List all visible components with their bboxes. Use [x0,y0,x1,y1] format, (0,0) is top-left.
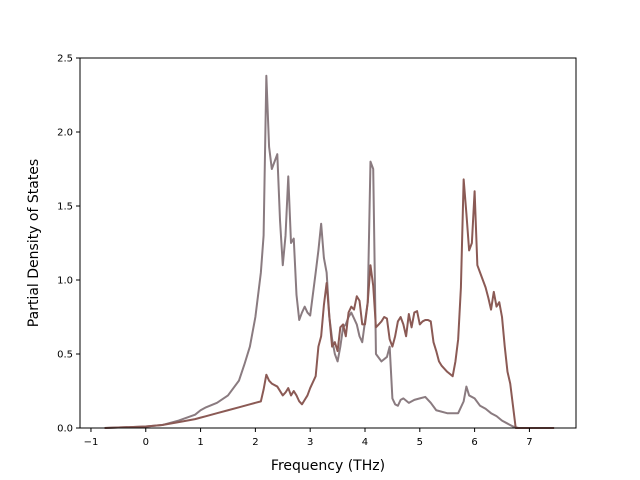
x-tick-label: 7 [526,437,532,448]
series-layer [104,74,555,429]
x-tick-label: 1 [197,437,203,448]
y-tick-label: 1.0 [57,276,73,287]
axes-frame [79,57,577,429]
x-tick-label: 5 [417,437,423,448]
y-axis-label: Partial Density of States [26,159,42,327]
series-line-2 [104,178,555,429]
y-axis-ticks: 0.0 0.5 1.0 1.5 2.0 2.5 [57,54,80,435]
plot-area [80,58,576,428]
x-tick-label: −1 [84,437,99,448]
y-tick-label: 1.5 [57,202,73,213]
x-tick-label: 6 [471,437,477,448]
y-tick-label: 0.5 [57,350,73,361]
y-tick-label: 0.0 [57,424,73,435]
series-line-1 [104,74,555,429]
x-tick-label: 3 [307,437,313,448]
x-tick-label: 2 [252,437,258,448]
x-tick-label: 4 [362,437,368,448]
x-axis-ticks: −1 0 1 2 3 4 5 6 7 [84,428,533,448]
y-tick-label: 2.5 [57,54,73,65]
x-axis-label: Frequency (THz) [271,458,385,474]
x-tick-label: 0 [143,437,149,448]
y-tick-label: 2.0 [57,128,73,139]
